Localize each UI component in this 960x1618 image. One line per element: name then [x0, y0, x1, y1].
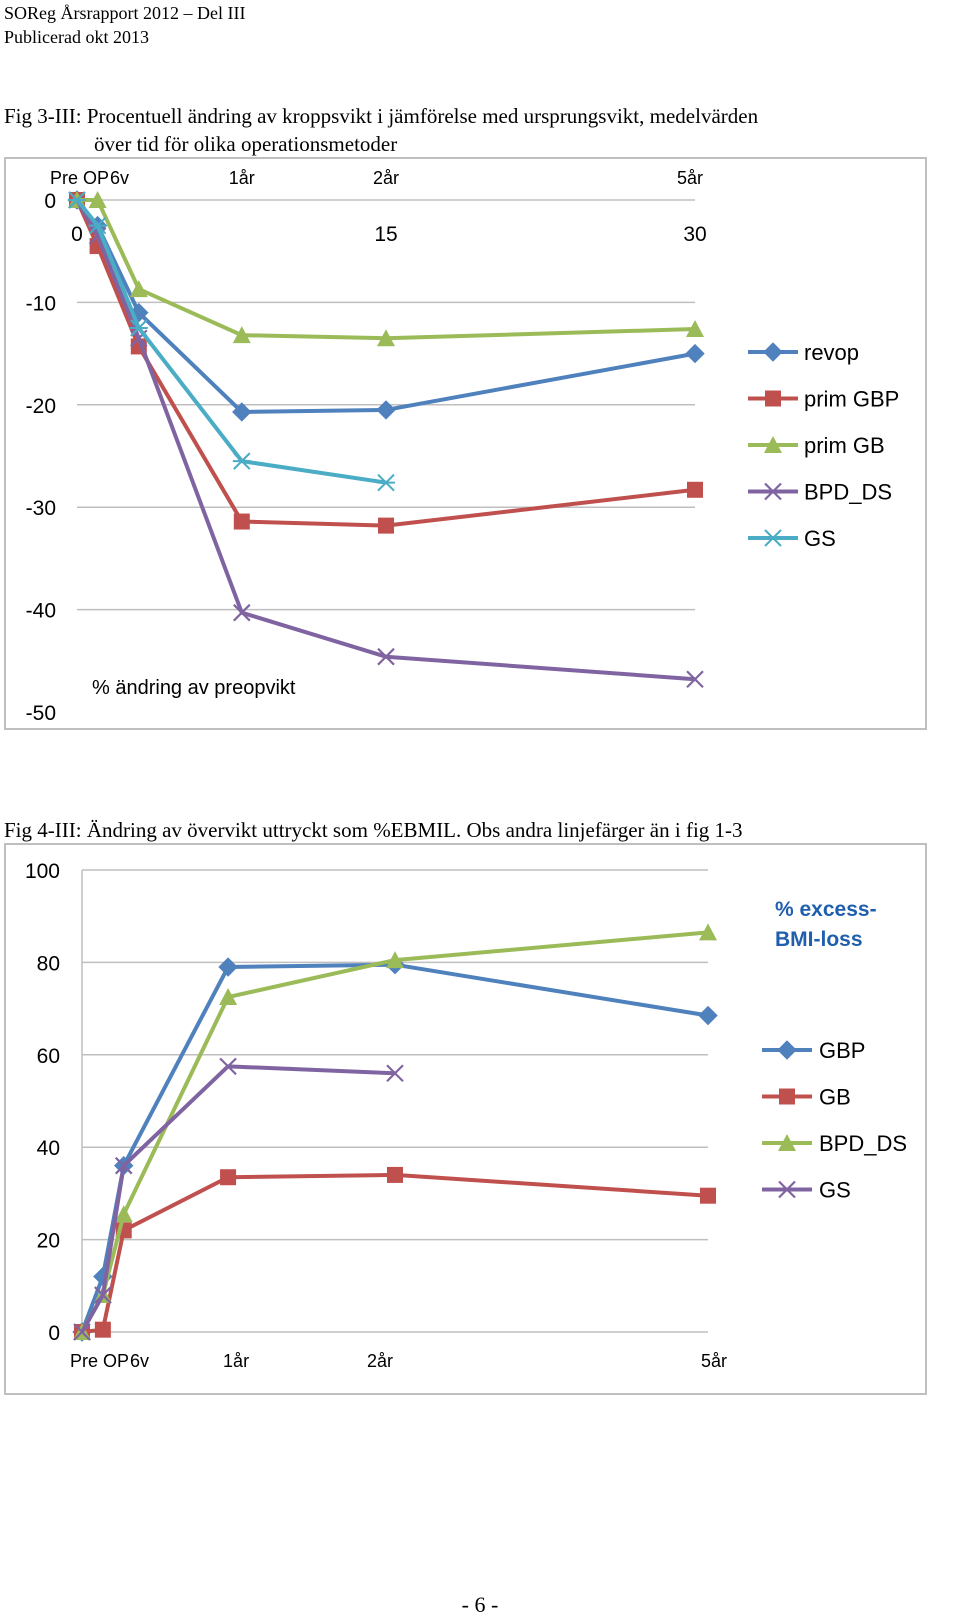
data-point: [687, 481, 703, 498]
data-point: [129, 319, 148, 337]
legend-label: GBP: [819, 1038, 865, 1063]
legend-marker: [763, 342, 783, 362]
data-point: [232, 326, 251, 344]
data-point: [114, 1205, 133, 1223]
data-point: [68, 191, 86, 209]
data-point: [88, 191, 107, 208]
legend-marker: [778, 1180, 796, 1199]
data-point: [699, 923, 717, 941]
legend-marker: [779, 1088, 795, 1105]
category-label: 6v: [110, 168, 129, 188]
legend-marker: [777, 1040, 797, 1060]
secondary-axis-label: 15: [374, 223, 397, 246]
data-point: [377, 647, 395, 666]
y-tick-label: -40: [26, 600, 56, 623]
category-label: 5år: [701, 1351, 727, 1371]
chart-frame: [4, 843, 927, 1395]
legend-marker: [764, 436, 782, 453]
data-point: [685, 343, 705, 364]
data-point: [377, 329, 395, 347]
data-point: [386, 951, 404, 969]
data-point: [233, 513, 250, 530]
y-tick-label: -50: [26, 702, 56, 725]
category-label: 2år: [373, 168, 399, 188]
legend-label: GS: [804, 526, 836, 551]
data-point: [220, 1169, 237, 1186]
data-point: [233, 603, 251, 622]
data-point: [387, 1166, 403, 1183]
data-point: [386, 1064, 404, 1083]
report-title: SOReg Årsrapport 2012 – Del III: [4, 3, 246, 23]
category-label: 2år: [367, 1351, 393, 1371]
legend-label: BPD_DS: [804, 480, 892, 505]
ebmil-chart: 100 80 60 40 20 0 Pre OP 6v 1år 2år 5år GBP GB BPD_D…: [4, 843, 927, 1395]
y-tick-label: 40: [37, 1137, 60, 1160]
data-point: [94, 1286, 112, 1304]
y-tick-label: 0: [48, 1322, 60, 1345]
weight-change-chart: 0 -10 -20 -30 -40 -50 Pre OP 6v 1år 2år 5år 0 15 30 r…: [4, 157, 927, 730]
annotation-line2: BMI-loss: [775, 928, 863, 951]
category-label: 1år: [223, 1351, 249, 1371]
legend-label: prim GB: [804, 433, 885, 458]
page-number: - 6 -: [461, 1592, 499, 1617]
annotation-line1: % excess-: [775, 898, 877, 921]
series-line: [80, 962, 709, 1333]
legend-label: prim GBP: [804, 387, 899, 412]
category-label: 1år: [229, 168, 255, 188]
data-point: [377, 473, 395, 492]
y-tick-label: -20: [26, 395, 56, 418]
data-point: [378, 517, 394, 534]
y-tick-label: 100: [25, 860, 60, 883]
legend-label: revop: [804, 340, 859, 365]
secondary-axis-label: 0: [71, 223, 83, 246]
y-tick-label: 0: [44, 190, 56, 213]
secondary-axis-label: 30: [683, 223, 706, 246]
category-label: Pre OP: [50, 168, 109, 188]
legend-marker: [764, 482, 782, 501]
category-label: Pre OP: [70, 1351, 129, 1371]
data-point: [686, 670, 704, 689]
data-point: [114, 1156, 133, 1175]
data-point: [700, 1187, 716, 1204]
data-point: [88, 216, 107, 235]
data-point: [219, 1057, 237, 1076]
legend-marker: [778, 1134, 796, 1151]
fig3-caption-line1: Fig 3-III: Procentuell ändring av kropps…: [4, 104, 759, 128]
y-axis-title: % ändring av preopvikt: [92, 677, 296, 699]
y-tick-label: 60: [37, 1045, 60, 1068]
legend-marker: [764, 529, 782, 547]
data-point: [232, 402, 252, 422]
y-tick-label: 20: [37, 1230, 60, 1253]
y-tick-label: -10: [26, 292, 56, 315]
data-point: [73, 1323, 91, 1341]
data-point: [219, 988, 238, 1006]
publication-date: Publicerad okt 2013: [4, 27, 149, 47]
data-point: [376, 400, 396, 420]
fig3-caption: Fig 3-III: Procentuell ändring av kropps…: [4, 102, 758, 158]
data-point: [218, 957, 238, 977]
legend-marker: [765, 390, 781, 407]
category-label: 6v: [130, 1351, 149, 1371]
data-point: [129, 280, 148, 298]
category-label: 5år: [677, 168, 703, 188]
legend-label: GB: [819, 1085, 851, 1110]
y-tick-label: -30: [26, 497, 56, 520]
fig4-caption: Fig 4-III: Ändring av övervikt uttryckt …: [4, 818, 743, 842]
data-point: [686, 320, 704, 338]
fig3-caption-line2: över tid för olika operationsmetoder: [94, 132, 398, 156]
data-point: [698, 1005, 718, 1026]
legend-label: GS: [819, 1178, 851, 1203]
legend-label: BPD_DS: [819, 1131, 907, 1156]
data-point: [94, 1321, 111, 1338]
data-point: [232, 452, 251, 470]
y-tick-label: 80: [37, 952, 60, 975]
